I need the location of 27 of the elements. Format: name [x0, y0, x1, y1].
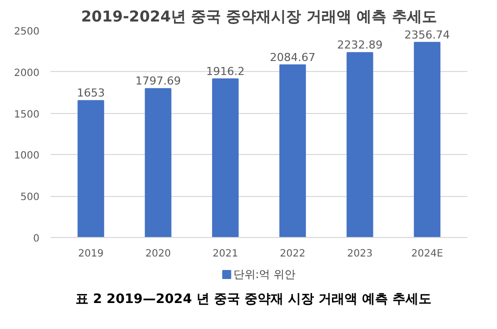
bar: [144, 88, 172, 238]
y-tick-label: 2000: [14, 68, 40, 79]
text: 표 2 2019—2024 년 중국 중약재 시장 거래액 예측 추세도: [75, 291, 432, 309]
x-tick-label: 2023: [347, 248, 373, 260]
bar: [78, 100, 104, 238]
data-label: 2356.74: [404, 28, 450, 42]
bar: [414, 42, 440, 238]
y-tick-label: 2500: [14, 26, 40, 38]
y-tick-label: 0: [33, 234, 40, 244]
y-tick-label: 500: [20, 192, 40, 204]
y-tick-label: 1000: [14, 150, 40, 162]
y-tick-label: 1500: [14, 109, 40, 120]
bar: [279, 64, 306, 238]
bar: [346, 52, 374, 238]
data-label: 2084.67: [270, 50, 316, 64]
x-tick-label: 2024E: [411, 248, 444, 260]
data-label: 2232.89: [337, 38, 383, 52]
data-label: 1916.2: [206, 64, 245, 78]
x-tick-label: 2021: [212, 248, 238, 260]
chart-title: 2019-2024년 중국 중약재시장 거래액 예측 추세도: [81, 8, 437, 26]
legend-label: 단위:억 위안: [233, 268, 296, 281]
x-tick-label: 2020: [145, 248, 171, 260]
data-label: 1653: [76, 86, 105, 100]
data-label: 1797.69: [135, 74, 181, 88]
x-tick-label: 2022: [280, 248, 306, 260]
bar: [212, 78, 239, 238]
x-tick-label: 2019: [78, 248, 104, 260]
